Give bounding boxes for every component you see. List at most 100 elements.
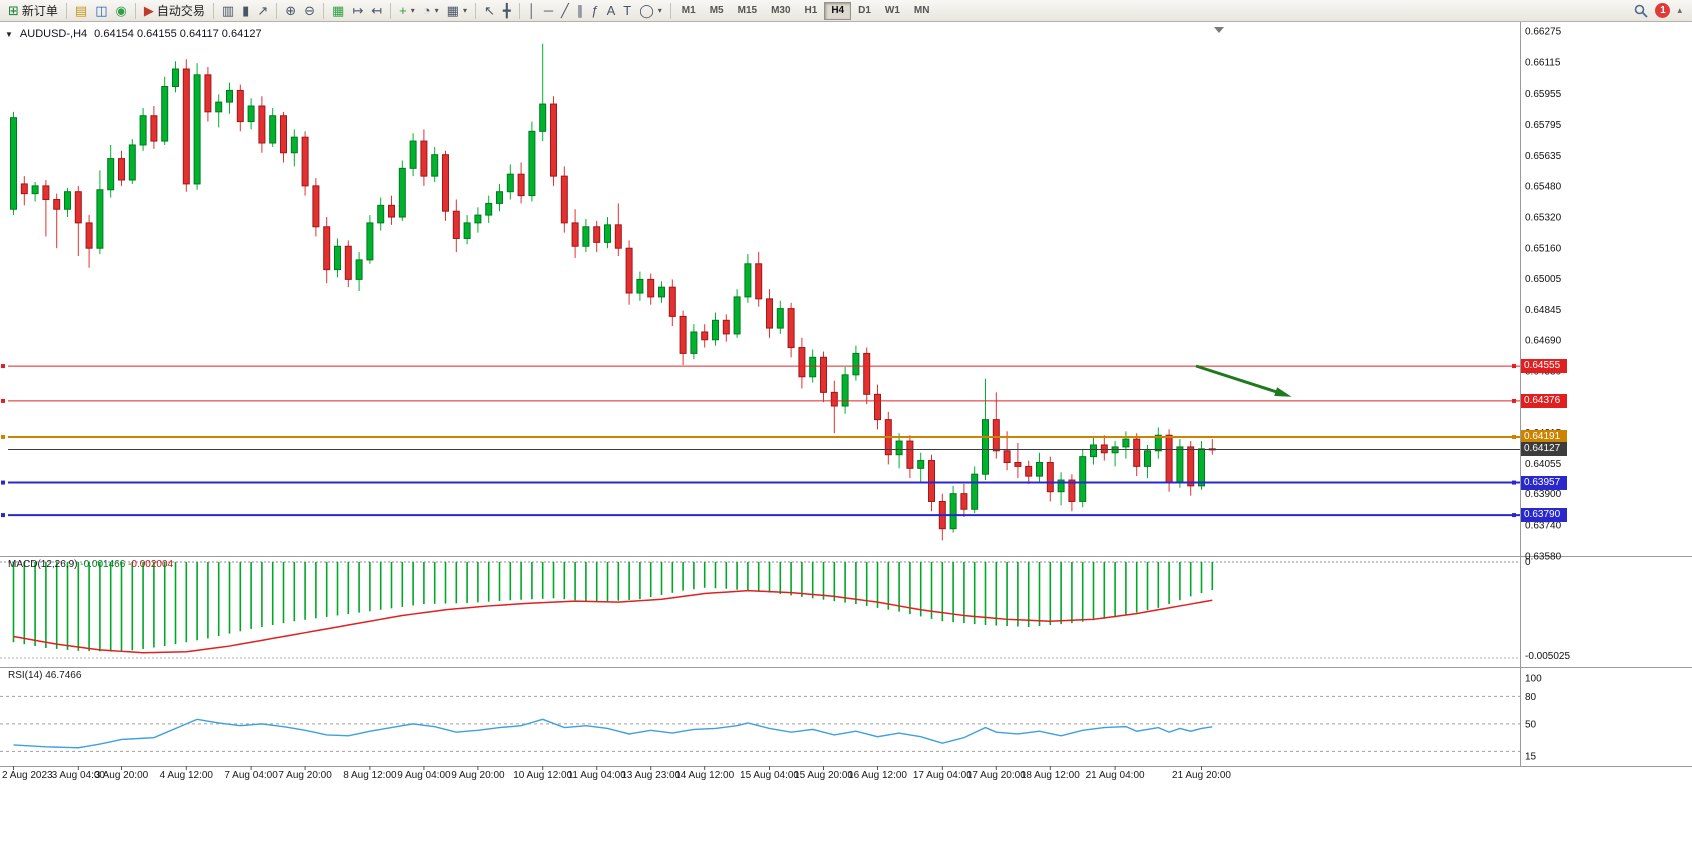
candle-body: [290, 136, 298, 154]
toolbar-separator: [276, 2, 278, 19]
timeframe-button-M1[interactable]: M1: [675, 2, 703, 20]
notification-badge[interactable]: 1: [1655, 3, 1671, 18]
indicators-button[interactable]: + ▾: [395, 1, 419, 20]
chart-shift-button[interactable]: ↤: [367, 1, 386, 20]
tile-windows-button[interactable]: ▦: [328, 1, 348, 20]
chart-canvas[interactable]: 0.66275 0.66115 0.65955 0.65795 0.65635 0.654…: [0, 22, 1692, 790]
text-label-button[interactable]: T: [619, 1, 635, 20]
templates-button[interactable]: ▦ ▾: [443, 1, 471, 20]
trend-arrow-head: [1274, 387, 1292, 397]
candle-body: [733, 296, 741, 335]
candle-body: [593, 226, 601, 243]
candlestick-chart-icon: ▮: [242, 2, 250, 18]
level-handle-left[interactable]: [1, 364, 5, 369]
new-order-button[interactable]: ⊞ 新订单: [4, 1, 62, 20]
time-axis-label: 7 Aug 20:00: [278, 770, 332, 781]
level-handle-right[interactable]: [1512, 398, 1516, 403]
candle-body: [280, 115, 287, 154]
chevron-down-icon[interactable]: ▾: [657, 6, 662, 15]
toolbar-separator: [65, 2, 67, 19]
level-handle-right[interactable]: [1512, 480, 1516, 485]
chart-shift-marker[interactable]: [1214, 27, 1224, 33]
candle-body: [1198, 448, 1205, 487]
macd-axis-max-label: 0: [1525, 557, 1531, 568]
time-axis-label: 9 Aug 04:00: [397, 770, 451, 781]
channel-button[interactable]: ∥: [573, 1, 588, 20]
text-button[interactable]: A: [603, 1, 620, 20]
time-axis-label: 18 Aug 12:00: [1020, 770, 1080, 781]
timeframe-button-D1[interactable]: D1: [851, 2, 878, 20]
arrows-icon: ◯: [639, 2, 654, 18]
level-handle-left[interactable]: [1, 398, 5, 403]
candle-body: [172, 68, 179, 88]
arrows-button[interactable]: ◯ ▾: [635, 1, 666, 20]
horizontal-line-button[interactable]: ─: [540, 1, 557, 20]
time-axis-label: 15 Aug 20:00: [794, 770, 853, 781]
candle-body: [582, 226, 590, 247]
price-axis-label: 0.65320: [1525, 213, 1562, 224]
candle-body: [766, 298, 773, 329]
periods-button[interactable]: ◔ ▾: [419, 1, 443, 20]
search-icon[interactable]: [1634, 4, 1649, 18]
tile-windows-icon: ▦: [332, 2, 345, 18]
symbol-dropdown-icon[interactable]: ▼: [5, 29, 13, 39]
navigator-button[interactable]: ◉: [112, 1, 131, 20]
level-handle-right[interactable]: [1512, 364, 1516, 369]
trendline-button[interactable]: ╱: [557, 1, 573, 20]
candle-body: [820, 356, 827, 393]
timeframe-button-M15[interactable]: M15: [731, 2, 764, 20]
timeframe-button-M30[interactable]: M30: [764, 2, 797, 20]
level-handle-right[interactable]: [1512, 513, 1516, 518]
candle-body: [10, 117, 17, 210]
toolbar-right-group: 1 ▴: [1634, 3, 1688, 18]
chevron-down-icon[interactable]: ▾: [410, 6, 415, 15]
candle-body: [895, 440, 903, 456]
candle-body: [182, 68, 190, 185]
macd-signal-line: [13, 589, 1213, 654]
candle-body: [960, 493, 968, 510]
charts-button[interactable]: ▤: [71, 1, 91, 20]
candle-body: [215, 101, 223, 113]
fibonacci-button[interactable]: ƒ: [587, 1, 602, 20]
timeframe-button-W1[interactable]: W1: [878, 2, 907, 20]
time-axis-label: 15 Aug 04:00: [740, 770, 799, 781]
trendline-icon: ╱: [561, 2, 569, 18]
bar-chart-button[interactable]: ▥: [218, 1, 238, 20]
vertical-line-button[interactable]: │: [524, 1, 540, 20]
price-axis-label: 0.63580: [1525, 552, 1562, 563]
candle-body: [701, 331, 709, 341]
toolbar-left-group: ⊞ 新订单 ▤ ◫ ◉ ▶ 自动交易 ▥ ▮ ↗ ⊕ ⊖ ▦ ↦ ↤ + ▾ ◔ ▾ ▦ ▾ ↖ ╋ │ ─ ╱ ∥ ƒ A T ◯ ▾: [4, 1, 675, 20]
candle-body: [398, 167, 406, 218]
timeframe-button-M5[interactable]: M5: [703, 2, 731, 20]
auto-scroll-button[interactable]: ↦: [348, 1, 367, 20]
price-axis-label: 0.65005: [1525, 274, 1562, 285]
zoom-in-button[interactable]: ⊕: [281, 1, 300, 20]
candle-body: [463, 222, 471, 239]
market-watch-button[interactable]: ◫: [91, 1, 111, 20]
autotrade-button[interactable]: ▶ 自动交易: [140, 1, 209, 20]
crosshair-button[interactable]: ╋: [499, 1, 515, 20]
candlestick-chart-button[interactable]: ▮: [238, 1, 253, 20]
line-chart-button[interactable]: ↗: [253, 1, 272, 20]
chevron-down-icon[interactable]: ▾: [434, 6, 439, 15]
toolbar-overflow-icon[interactable]: ▴: [1677, 5, 1682, 15]
level-handle-left[interactable]: [1, 434, 5, 439]
level-handle-right[interactable]: [1512, 434, 1516, 439]
level-handle-left[interactable]: [1, 513, 5, 518]
candle-body: [344, 245, 352, 280]
candle-body: [1025, 465, 1033, 477]
chevron-down-icon[interactable]: ▾: [462, 6, 467, 15]
cursor-button[interactable]: ↖: [480, 1, 499, 20]
candle-body: [161, 86, 169, 142]
timeframe-button-H1[interactable]: H1: [798, 2, 825, 20]
candle-body: [301, 136, 309, 187]
trend-arrow[interactable]: [1195, 364, 1284, 396]
timeframe-button-MN[interactable]: MN: [907, 2, 937, 20]
zoom-out-button[interactable]: ⊖: [300, 1, 319, 20]
auto-scroll-icon: ↦: [352, 2, 364, 18]
channel-icon: ∥: [576, 2, 584, 18]
timeframe-button-H4[interactable]: H4: [824, 1, 852, 20]
rsi-axis-label: 80: [1525, 692, 1537, 703]
level-handle-left[interactable]: [1, 480, 5, 485]
